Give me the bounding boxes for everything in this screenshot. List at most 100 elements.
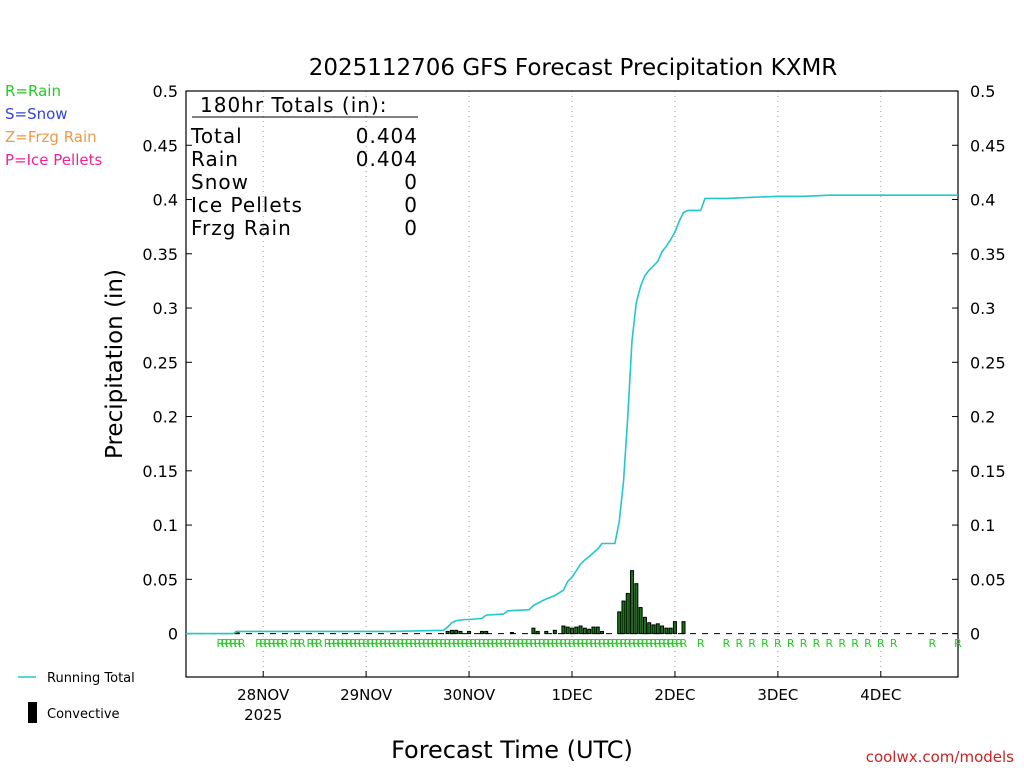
precip-bar	[544, 630, 549, 635]
precip-type-marker: R	[598, 637, 606, 650]
precip-type-marker: R	[641, 637, 649, 650]
precip-bar	[617, 611, 622, 635]
precip-type-marker: R	[851, 637, 859, 650]
precip-type-marker: R	[628, 637, 636, 650]
precip-type-marker: R	[633, 637, 641, 650]
precip-type-marker: R	[602, 637, 610, 650]
precip-type-marker: R	[470, 637, 478, 650]
y-tick-label-left: 0.05	[142, 570, 178, 589]
totals-row-label: Snow	[191, 170, 249, 194]
precip-type-marker: R	[367, 637, 375, 650]
precip-type-marker: R	[671, 637, 679, 650]
precip-type-marker: R	[800, 637, 808, 650]
precip-type-marker: R	[397, 637, 405, 650]
x-tick-label: 29NOV	[340, 686, 393, 704]
precip-bar	[587, 628, 592, 635]
precip-type-marker: R	[337, 637, 345, 650]
precip-type-marker: R	[392, 637, 400, 650]
precip-type-marker: R	[229, 637, 237, 650]
precip-type-marker: R	[675, 637, 683, 650]
precip-bar	[625, 592, 630, 635]
precip-type-marker: R	[555, 637, 563, 650]
precip-bar	[647, 622, 652, 635]
precip-type-marker: R	[324, 637, 332, 650]
precip-bar	[681, 621, 686, 635]
watermark: coolwx.com/models	[866, 748, 1014, 766]
legend-type-item: S=Snow	[5, 105, 68, 123]
precip-type-marker: R	[615, 637, 623, 650]
precip-type-marker: R	[422, 637, 430, 650]
precip-bar	[552, 629, 557, 635]
y-tick-label-left: 0.1	[153, 516, 178, 535]
y-tick-label-left: 0.35	[142, 245, 178, 264]
precip-bar	[642, 616, 647, 635]
precip-bar	[454, 629, 459, 635]
y-tick-label-right: 0.2	[970, 408, 995, 427]
precip-type-marker: R	[444, 637, 452, 650]
y-tick-label-left: 0	[168, 625, 178, 644]
precip-bar	[509, 632, 514, 635]
precip-type-marker: R	[508, 637, 516, 650]
x-tick-label: 2DEC	[654, 686, 695, 704]
precip-type-marker: R	[354, 637, 362, 650]
x-axis-label: Forecast Time (UTC)	[391, 736, 633, 764]
y-tick-label-left: 0.5	[153, 82, 178, 101]
precip-bar	[595, 626, 600, 635]
precip-type-marker: R	[315, 637, 323, 650]
precip-type-marker: R	[401, 637, 409, 650]
precip-bar	[565, 626, 570, 635]
precip-type-marker: R	[577, 637, 585, 650]
precip-type-marker: R	[345, 637, 353, 650]
x-tick-sublabel: 2025	[244, 706, 282, 724]
precip-type-marker: R	[268, 637, 276, 650]
precip-type-marker: R	[534, 637, 542, 650]
precip-type-marker: R	[637, 637, 645, 650]
y-tick-label-right: 0.15	[970, 462, 1006, 481]
precip-type-marker: R	[645, 637, 653, 650]
y-tick-label-right: 0.4	[970, 191, 995, 210]
precip-type-marker: R	[517, 637, 525, 650]
precip-type-marker: R	[735, 637, 743, 650]
precip-type-marker: R	[547, 637, 555, 650]
precip-type-marker: R	[568, 637, 576, 650]
precip-type-marker: R	[474, 637, 482, 650]
precip-type-marker: R	[877, 637, 885, 650]
precip-type-marker: R	[538, 637, 546, 650]
precip-bar	[574, 626, 579, 635]
y-tick-label-left: 0.3	[153, 299, 178, 318]
totals-row-value: 0.404	[356, 147, 418, 171]
precip-type-marker: R	[572, 637, 580, 650]
precip-type-marker: R	[928, 637, 936, 650]
precip-type-marker: R	[221, 637, 229, 650]
precip-bar	[634, 583, 639, 635]
legend-type-item: R=Rain	[5, 82, 61, 100]
x-tick-label: 1DEC	[551, 686, 592, 704]
precip-type-marker: R	[611, 637, 619, 650]
precip-type-marker: R	[234, 637, 242, 650]
precip-type-marker: R	[624, 637, 632, 650]
x-tick-label: 30NOV	[443, 686, 496, 704]
totals-header: 180hr Totals (in):	[200, 93, 388, 117]
precip-bar	[664, 627, 669, 635]
precip-type-marker: R	[259, 637, 267, 650]
precip-type-marker: R	[482, 637, 490, 650]
y-tick-label-right: 0.35	[970, 245, 1006, 264]
precip-type-marker: R	[277, 637, 285, 650]
precip-type-marker: R	[384, 637, 392, 650]
precip-type-marker: R	[418, 637, 426, 650]
precip-type-marker: R	[774, 637, 782, 650]
precip-bar	[458, 630, 463, 635]
precip-bar	[651, 624, 656, 635]
totals-row-label: Total	[190, 124, 243, 148]
precip-type-marker: R	[620, 637, 628, 650]
precip-type-marker: R	[452, 637, 460, 650]
totals-row-label: Frzg Rain	[191, 216, 292, 240]
y-tick-label-right: 0.25	[970, 353, 1006, 372]
precip-type-marker: R	[375, 637, 383, 650]
precip-type-marker: R	[680, 637, 688, 650]
plot-frame	[185, 90, 959, 678]
precip-type-marker: R	[667, 637, 675, 650]
precip-bar	[582, 627, 587, 635]
x-tick-label: 4DEC	[860, 686, 901, 704]
